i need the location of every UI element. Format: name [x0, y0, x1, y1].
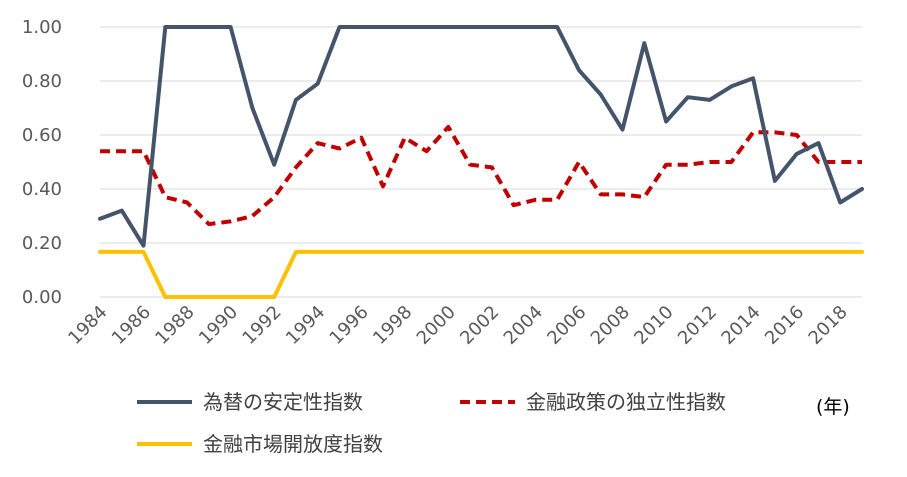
x-tick-label: 1996: [326, 302, 373, 349]
y-tick-label: 0.80: [22, 71, 62, 92]
x-tick-label: 2010: [630, 302, 677, 349]
x-tick-label: 2018: [805, 302, 852, 349]
x-unit-label: (年): [816, 396, 850, 418]
y-tick-label: 0.20: [22, 233, 62, 254]
x-tick-label: 1986: [108, 302, 155, 349]
x-tick-label: 2016: [761, 302, 808, 349]
x-tick-label: 2014: [717, 302, 764, 349]
legend-label-2: 金融市場開放度指数: [203, 432, 383, 456]
x-tick-label: 1984: [64, 302, 111, 349]
x-tick-label: 1998: [369, 302, 416, 349]
y-axis-tick-labels: 0.00 0.20 0.40 0.60 0.80 1.00: [22, 17, 62, 308]
series-lines: [98, 25, 864, 299]
series-line-2: [98, 249, 864, 299]
gridlines: [100, 26, 862, 298]
x-tick-label: 1992: [238, 302, 285, 349]
x-tick-label: 2002: [456, 302, 503, 349]
x-tick-label: 2000: [413, 302, 460, 349]
y-tick-label: 0.00: [22, 287, 62, 308]
series-line-1: [100, 124, 862, 227]
x-tick-label: 1990: [195, 302, 242, 349]
x-tick-label: 1988: [151, 302, 198, 349]
x-tick-label: 2004: [500, 302, 547, 349]
x-axis-tick-labels: 1984198619881990199219941996199820002002…: [64, 302, 851, 349]
y-tick-label: 0.60: [22, 125, 62, 146]
y-tick-label: 0.40: [22, 179, 62, 200]
x-tick-label: 2012: [674, 302, 721, 349]
x-tick-label: 2006: [543, 302, 590, 349]
x-tick-label: 1994: [282, 302, 329, 349]
legend-label-0: 為替の安定性指数: [203, 390, 363, 414]
x-tick-label: 2008: [587, 302, 634, 349]
series-line-0: [98, 25, 864, 248]
y-tick-label: 1.00: [22, 17, 62, 38]
legend-label-1: 金融政策の独立性指数: [526, 390, 726, 414]
